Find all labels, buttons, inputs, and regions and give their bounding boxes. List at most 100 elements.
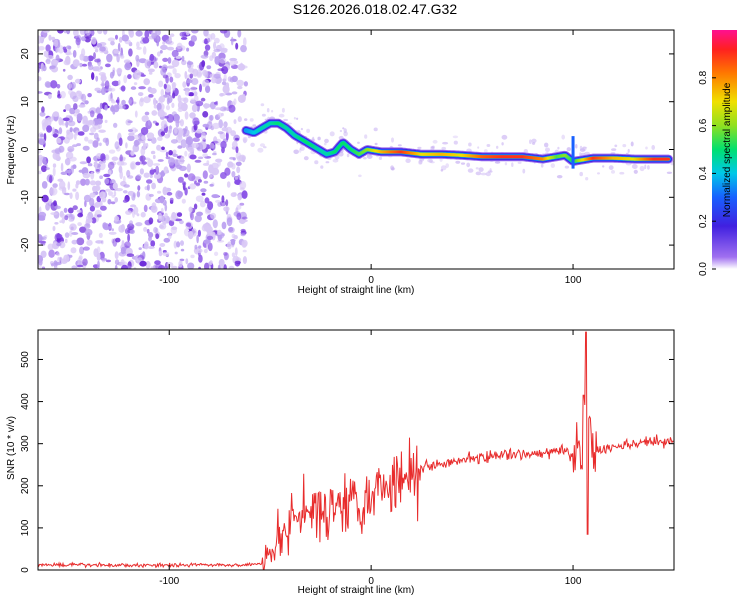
noise-blob	[230, 36, 234, 46]
noise-blob	[611, 170, 615, 174]
spectrogram-ylabel: Frequency (Hz)	[6, 116, 17, 185]
noise-blob	[391, 167, 395, 171]
noise-blob	[452, 135, 459, 139]
noise-blob	[193, 203, 198, 210]
noise-blob	[195, 182, 201, 186]
noise-blob	[187, 262, 195, 269]
noise-blob	[38, 138, 46, 146]
noise-blob	[339, 129, 343, 133]
noise-blob	[192, 137, 200, 142]
noise-blob	[71, 81, 76, 89]
noise-blob	[40, 250, 47, 258]
noise-blob	[366, 154, 373, 160]
noise-blob	[127, 233, 130, 243]
noise-blob	[100, 75, 107, 82]
noise-blob	[480, 172, 487, 176]
noise-blob	[124, 228, 130, 235]
noise-blob	[38, 234, 43, 243]
noise-blob	[478, 167, 484, 173]
noise-blob	[204, 44, 211, 51]
noise-blob	[135, 30, 143, 37]
noise-blob	[204, 262, 210, 269]
noise-blob	[82, 124, 90, 133]
noise-blob	[159, 243, 166, 247]
noise-blob	[204, 197, 210, 204]
noise-blob	[54, 222, 59, 225]
noise-blob	[485, 171, 491, 177]
noise-blob	[49, 65, 56, 69]
noise-blob	[84, 136, 89, 142]
noise-blob	[130, 127, 137, 134]
snr-marks	[38, 331, 674, 570]
noise-blob	[581, 146, 587, 151]
noise-blob	[211, 162, 219, 170]
noise-blob	[108, 87, 116, 92]
noise-blob	[241, 93, 246, 103]
noise-blob	[556, 175, 563, 179]
noise-blob	[63, 192, 70, 196]
noise-blob	[47, 116, 54, 122]
noise-blob	[166, 262, 174, 268]
noise-blob	[75, 191, 80, 201]
noise-blob	[181, 55, 185, 62]
noise-blob	[41, 194, 49, 203]
noise-blob	[174, 73, 181, 79]
noise-blob	[236, 212, 242, 220]
noise-blob	[237, 194, 242, 201]
noise-blob	[235, 176, 239, 180]
noise-blob	[79, 161, 88, 165]
noise-blob	[475, 171, 482, 176]
spectrogram-xlabel: Height of straight line (km)	[298, 285, 415, 296]
noise-blob	[54, 147, 62, 154]
noise-blob	[198, 156, 204, 160]
noise-blob	[98, 129, 106, 133]
noise-blob	[501, 134, 508, 140]
snr-xlabel: Height of straight line (km)	[298, 585, 415, 596]
noise-blob	[68, 218, 74, 222]
noise-blob	[278, 113, 285, 118]
noise-blob	[191, 125, 194, 134]
noise-blob	[79, 246, 85, 255]
noise-blob	[187, 231, 194, 240]
noise-blob	[62, 117, 70, 122]
noise-blob	[73, 132, 77, 141]
noise-blob	[231, 233, 236, 239]
noise-blob	[169, 125, 172, 134]
noise-blob	[149, 87, 157, 94]
noise-blob	[163, 166, 169, 174]
noise-blob	[213, 41, 217, 50]
noise-blob	[186, 222, 192, 227]
noise-blob	[74, 78, 81, 84]
noise-blob	[179, 220, 184, 225]
noise-blob	[70, 247, 77, 254]
noise-blob	[57, 30, 64, 34]
noise-blob	[212, 152, 217, 156]
noise-blob	[114, 215, 120, 222]
noise-blob	[210, 212, 217, 219]
noise-blob	[164, 115, 169, 119]
noise-blob	[160, 67, 167, 76]
noise-blob	[445, 163, 450, 169]
noise-blob	[85, 30, 91, 36]
noise-blob	[77, 222, 82, 227]
noise-blob	[42, 65, 47, 72]
noise-blob	[122, 175, 126, 183]
noise-blob	[240, 233, 246, 237]
noise-blob	[196, 234, 199, 244]
noise-blob	[325, 161, 330, 164]
noise-blob	[95, 185, 101, 191]
noise-blob	[95, 107, 101, 114]
noise-blob	[115, 237, 121, 243]
noise-blob	[162, 186, 168, 196]
noise-blob	[101, 80, 105, 89]
noise-blob	[198, 266, 201, 269]
noise-blob	[182, 134, 186, 137]
noise-blob	[199, 83, 202, 93]
noise-blob	[220, 140, 227, 149]
noise-blob	[231, 140, 238, 149]
noise-blob	[540, 163, 544, 168]
noise-blob	[170, 139, 178, 144]
noise-blob	[231, 91, 238, 95]
noise-blob	[169, 76, 174, 83]
noise-blob	[130, 86, 137, 90]
